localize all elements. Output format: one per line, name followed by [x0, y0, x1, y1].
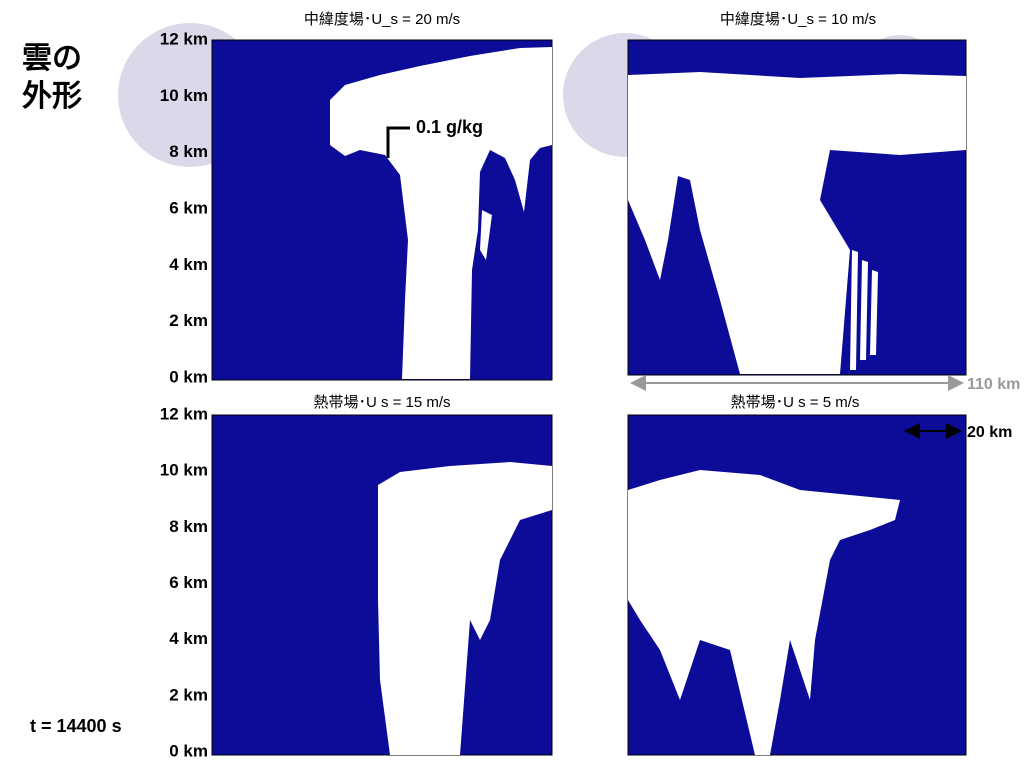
panel-titles: 中緯度場･U_s = 20 m/s 中緯度場･U_s = 10 m/s 熱帯場･…: [304, 11, 876, 411]
slide-title: 雲の: [22, 42, 82, 75]
y-axis-label: 8 km: [169, 517, 208, 536]
slide-title: 外形: [22, 80, 82, 113]
panel: [627, 414, 967, 756]
panel-title: 中緯度場･U_s = 10 m/s: [720, 11, 876, 28]
y-axis-label: 10 km: [160, 86, 208, 105]
y-axis-label: 12 km: [160, 404, 208, 423]
panel: [627, 39, 967, 376]
panel-title: 熱帯場･U s = 5 m/s: [731, 394, 860, 411]
panel: [211, 39, 553, 381]
y-axis-label: 4 km: [169, 255, 208, 274]
y-axis-label: 2 km: [169, 685, 208, 704]
y-axis-label: 0 km: [169, 367, 208, 386]
contour-pointer: [386, 126, 410, 158]
y-axis-label: 10 km: [160, 461, 208, 480]
y-axis-label: 4 km: [169, 629, 208, 648]
y-axis-label: 6 km: [169, 573, 208, 592]
panel-title: 中緯度場･U_s = 20 m/s: [304, 11, 460, 28]
time-label: t = 14400 s: [30, 716, 122, 736]
scale-label: 20 km: [967, 424, 1012, 441]
y-axis-label: 8 km: [169, 142, 208, 161]
domain-label: 110 km: [967, 376, 1020, 393]
y-axis-label: 6 km: [169, 198, 208, 217]
panel-title: 熱帯場･U s = 15 m/s: [313, 394, 450, 411]
contour-label: 0.1 g/kg: [416, 117, 483, 137]
y-axis-label: 2 km: [169, 311, 208, 330]
y-axis-label: 12 km: [160, 29, 208, 48]
y-axis-label: 0 km: [169, 741, 208, 760]
panel: [211, 414, 553, 756]
